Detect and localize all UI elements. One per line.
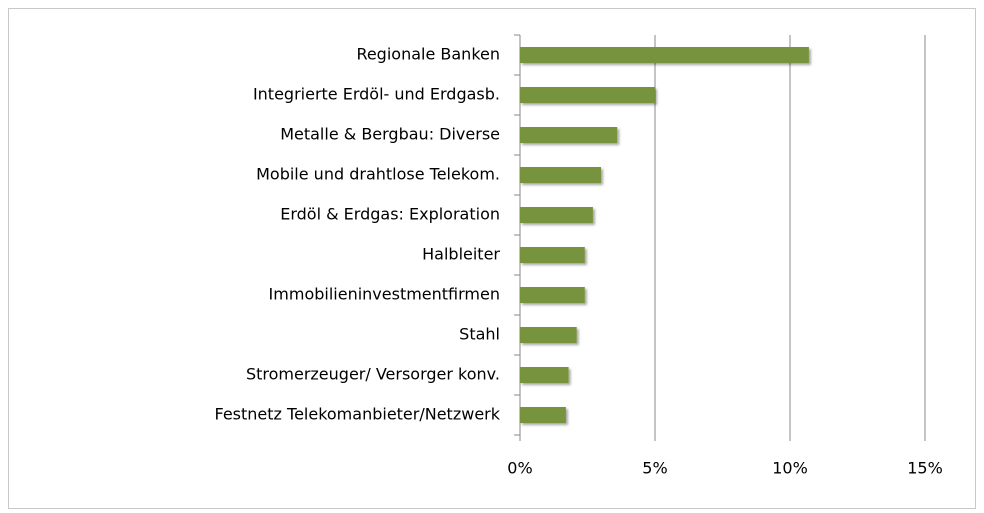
y-tick-label: Regionale Banken bbox=[356, 45, 500, 64]
x-tick-label: 5% bbox=[642, 459, 667, 478]
x-tick-label: 0% bbox=[507, 459, 532, 478]
bar bbox=[520, 247, 585, 263]
y-tick-label: Immobilieninvestmentfirmen bbox=[269, 285, 500, 304]
x-tick-label: 15% bbox=[907, 459, 943, 478]
y-tick-label: Erdöl & Erdgas: Exploration bbox=[280, 205, 500, 224]
bar bbox=[520, 127, 618, 143]
bar bbox=[520, 87, 655, 103]
y-tick-label: Halbleiter bbox=[422, 245, 500, 264]
bar bbox=[520, 287, 585, 303]
y-tick-label: Festnetz Telekomanbieter/Netzwerk bbox=[214, 405, 500, 424]
bar bbox=[520, 167, 601, 183]
bar bbox=[520, 327, 577, 343]
y-tick-label: Stromerzeuger/ Versorger konv. bbox=[246, 365, 500, 384]
bar bbox=[520, 207, 593, 223]
y-tick-label: Integrierte Erdöl- und Erdgasb. bbox=[253, 85, 500, 104]
x-tick-label: 10% bbox=[772, 459, 808, 478]
y-tick-label: Metalle & Bergbau: Diverse bbox=[280, 125, 500, 144]
bar bbox=[520, 47, 809, 63]
bar bbox=[520, 367, 569, 383]
y-tick-label: Mobile und drahtlose Telekom. bbox=[256, 165, 500, 184]
y-tick-label: Stahl bbox=[459, 325, 500, 344]
bar bbox=[520, 407, 566, 423]
